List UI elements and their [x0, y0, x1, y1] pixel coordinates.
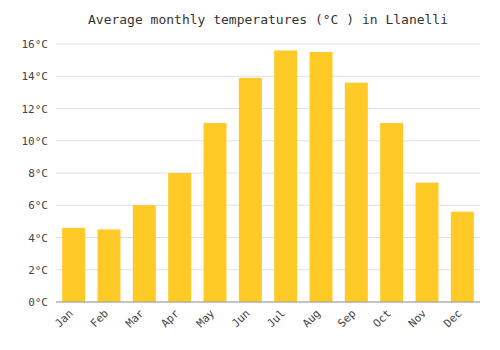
x-tick-label: May [194, 307, 218, 331]
grid-line [56, 302, 480, 303]
x-tick-label: Sep [335, 307, 358, 330]
y-tick-label: 16°C [22, 38, 49, 51]
bar [62, 228, 85, 302]
x-axis-line [56, 302, 480, 303]
bar [274, 50, 297, 302]
bar [310, 52, 333, 302]
y-tick-label: 2°C [28, 264, 48, 277]
chart-container: Average monthly temperatures (°C ) in Ll… [0, 0, 500, 350]
x-tick-label: Apr [159, 307, 183, 331]
x-tick-label: Jul [265, 307, 288, 330]
bar [133, 205, 156, 302]
bars [62, 50, 474, 302]
y-tick-label: 14°C [22, 70, 49, 83]
bar [98, 229, 121, 302]
grid [56, 44, 480, 302]
x-tick-label: Aug [300, 307, 323, 330]
bar [345, 83, 368, 302]
bar [416, 183, 439, 302]
title: Average monthly temperatures (°C ) in Ll… [88, 12, 448, 27]
y-tick-label: 10°C [22, 135, 49, 148]
y-tick-label: 4°C [28, 232, 48, 245]
x-tick-label: Nov [406, 307, 430, 331]
x-tick-label: Mar [123, 307, 147, 331]
bar [380, 123, 403, 302]
x-tick-label: Jan [53, 307, 76, 330]
y-tick-label: 0°C [28, 296, 48, 309]
x-tick-label: Dec [441, 307, 464, 330]
bar [204, 123, 227, 302]
bar [451, 212, 474, 302]
grid-line [56, 108, 480, 109]
bar [168, 173, 191, 302]
y-tick-label: 6°C [28, 199, 48, 212]
grid-line [56, 173, 480, 174]
y-tick-label: 12°C [22, 103, 49, 116]
grid-line [56, 76, 480, 77]
grid-line [56, 44, 480, 45]
x-tick-label: Jun [229, 307, 252, 330]
bar [239, 78, 262, 302]
chart: Average monthly temperatures (°C ) in Ll… [0, 0, 500, 350]
grid-line [56, 140, 480, 141]
x-tick-label: Oct [371, 307, 394, 330]
x-tick-label: Feb [88, 307, 111, 330]
y-tick-label: 8°C [28, 167, 48, 180]
